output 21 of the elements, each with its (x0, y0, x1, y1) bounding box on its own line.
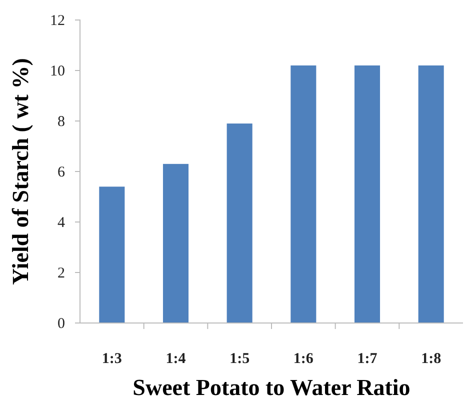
bar (418, 65, 444, 323)
x-tick-label: 1:6 (293, 351, 314, 367)
bar (354, 65, 380, 323)
y-tick-label: 8 (58, 114, 65, 130)
bar (290, 65, 316, 323)
y-tick-label: 12 (50, 12, 65, 29)
bar (99, 186, 125, 323)
x-tick-label: 1:4 (166, 351, 186, 367)
x-tick-label: 1:3 (102, 351, 122, 367)
x-tick-label: 1:5 (230, 351, 250, 367)
x-axis-title: Sweet Potato to Water Ratio (132, 375, 410, 400)
y-tick-label: 4 (58, 214, 66, 231)
y-tick-label: 2 (58, 265, 65, 282)
y-tick-label: 6 (58, 164, 66, 180)
y-axis-title: Yield of Starch ( wt %) (8, 58, 33, 285)
bar (162, 164, 189, 323)
y-tick-label: 0 (58, 316, 65, 332)
y-tick-label: 10 (50, 63, 65, 80)
bar (226, 124, 252, 323)
x-tick-label: 1:8 (421, 351, 442, 367)
x-tick-label: 1:7 (357, 351, 378, 367)
